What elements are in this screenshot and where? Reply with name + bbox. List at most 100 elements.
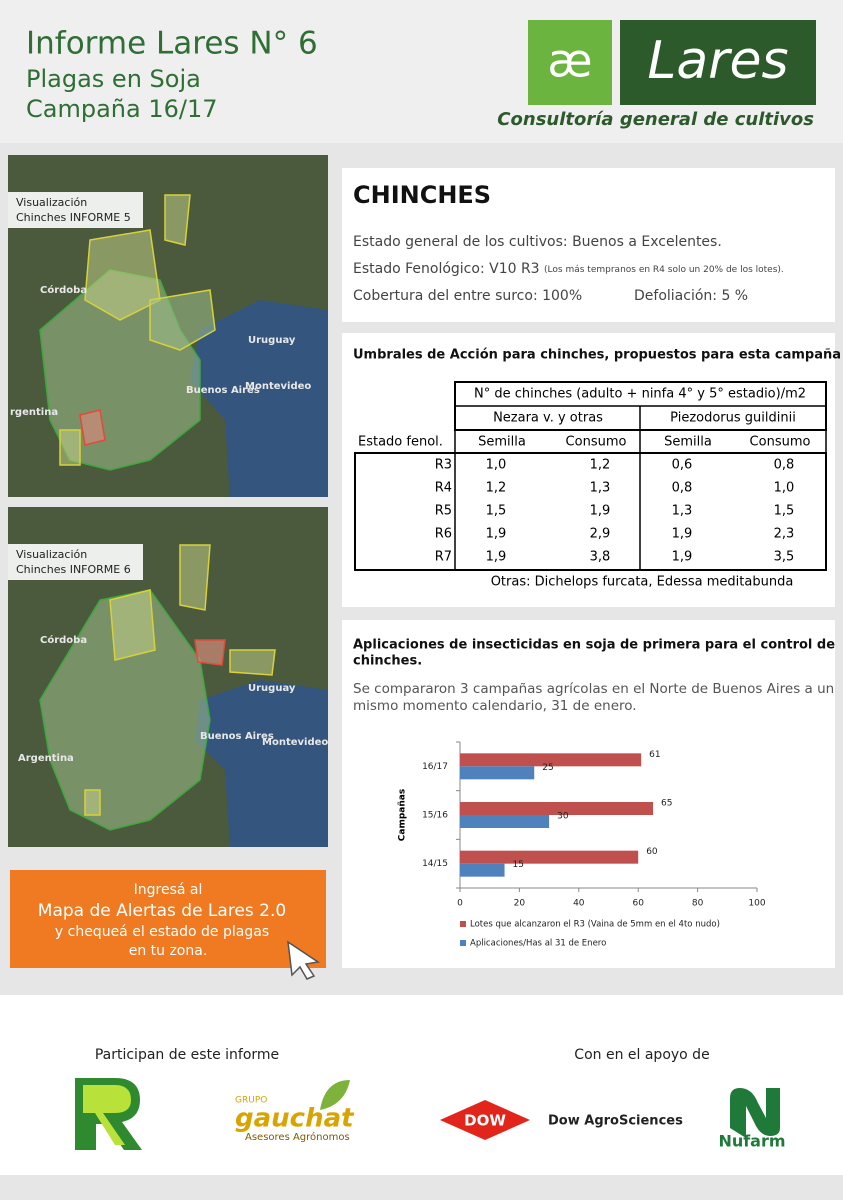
cta-line: Mapa de Alertas de Lares 2.0 xyxy=(38,901,286,921)
table-row-label: R4 xyxy=(435,481,452,496)
logo-text: Nufarm xyxy=(718,1132,785,1151)
panel-title: chinches. xyxy=(353,654,422,669)
data-label: 15 xyxy=(513,860,524,870)
table-cell: 1,2 xyxy=(590,458,611,473)
cta-line: en tu zona. xyxy=(129,943,208,959)
table-border xyxy=(354,452,827,571)
region xyxy=(179,544,211,611)
text: Cobertura del entre surco: 100% xyxy=(353,288,582,304)
text: Estado Fenológico: V10 R3 (Los más tempr… xyxy=(353,261,784,277)
x-tick-label: 100 xyxy=(748,899,765,909)
campaign: Campaña 16/17 xyxy=(26,95,218,123)
leaf-icon xyxy=(320,1080,350,1110)
table-cell: 1,0 xyxy=(486,458,507,473)
table-cell: 2,3 xyxy=(774,527,795,542)
map-label-bg xyxy=(8,544,143,580)
cta-box[interactable] xyxy=(10,870,326,968)
table-row-label: R3 xyxy=(435,458,452,473)
region xyxy=(229,649,276,676)
bar xyxy=(460,766,535,780)
data-label: 65 xyxy=(661,799,672,809)
table-cell: 1,5 xyxy=(486,504,507,519)
subtitle: Plagas en Soja xyxy=(26,65,201,93)
place: Montevideo xyxy=(262,737,328,748)
map-1: Visualización Chinches INFORME 5 Córdoba… xyxy=(8,155,328,497)
category-label: 15/16 xyxy=(422,811,448,821)
bar xyxy=(460,863,505,877)
text: Se compararon 3 campañas agrícolas en el… xyxy=(353,681,834,697)
y-axis-label: Campañas xyxy=(398,789,408,841)
data-label: 25 xyxy=(542,763,553,773)
logo-text: gauchat xyxy=(235,1104,355,1134)
text: Defoliación: 5 % xyxy=(634,288,748,304)
map-2: Visualización Chinches INFORME 6 Córdoba… xyxy=(8,507,328,847)
panel-title: Umbrales de Acción para chinches, propue… xyxy=(353,348,841,363)
map-label: Chinches INFORME 6 xyxy=(16,563,131,576)
bar xyxy=(460,753,642,767)
table-row-label: R6 xyxy=(435,527,452,542)
place: Córdoba xyxy=(40,634,87,646)
data-label: 61 xyxy=(649,750,660,760)
table-cell: 0,6 xyxy=(672,458,693,473)
place: rgentina xyxy=(10,407,58,418)
place: Córdoba xyxy=(40,284,87,296)
place: Buenos Aires xyxy=(186,385,260,396)
table-cell: 2,9 xyxy=(590,527,611,542)
legend-swatch xyxy=(460,940,466,946)
water xyxy=(195,680,328,847)
panel xyxy=(342,333,835,607)
table-cell: 3,5 xyxy=(774,550,795,565)
table-cell: 1,9 xyxy=(672,550,693,565)
table-subheader: Semilla xyxy=(664,435,712,450)
cursor-icon xyxy=(287,940,320,980)
table-group: Nezara v. y otras xyxy=(493,411,603,426)
table-note: Otras: Dichelops furcata, Edessa meditab… xyxy=(491,575,794,590)
table-cell: 1,3 xyxy=(590,481,611,496)
map-label: Visualización xyxy=(16,196,87,209)
water xyxy=(190,300,328,497)
region xyxy=(109,589,156,661)
title: Informe Lares N° 6 xyxy=(26,26,318,62)
table-cell: 1,9 xyxy=(672,527,693,542)
panel xyxy=(342,168,835,322)
place: Buenos Aires xyxy=(200,731,274,742)
data-label: 30 xyxy=(557,812,569,822)
text: Estado general de los cultivos: Buenos a… xyxy=(353,234,722,250)
table-cell: 3,8 xyxy=(590,550,611,565)
x-tick-label: 60 xyxy=(632,899,644,909)
text: Estado Fenológico: V10 R3 xyxy=(353,261,540,277)
place: Uruguay xyxy=(248,683,296,694)
place: Uruguay xyxy=(248,335,296,346)
map-label-bg xyxy=(8,192,143,228)
x-tick-label: 20 xyxy=(514,899,526,909)
footer-text: Participan de este informe xyxy=(95,1047,279,1063)
bottom-strip xyxy=(0,1175,843,1200)
legend-label: Lotes que alcanzaron el R3 (Vaina de 5mm… xyxy=(470,920,720,930)
table: N° de chinches (adulto + ninfa 4° y 5° e… xyxy=(354,381,827,571)
footer-text: Con en el apoyo de xyxy=(574,1047,709,1063)
table-cell: 1,0 xyxy=(774,481,795,496)
text: mismo momento calendario, 31 de enero. xyxy=(353,698,637,714)
x-tick-label: 0 xyxy=(457,899,463,909)
bar xyxy=(460,815,550,828)
table-subheader: Consumo xyxy=(750,435,811,450)
logo-name: Lares xyxy=(647,31,788,91)
table-row-label: R5 xyxy=(435,504,452,519)
x-tick-label: 40 xyxy=(573,899,585,909)
chart: 0 20 40 60 80 100 Campañas 16/17 61 25 15/16 65 30 14… xyxy=(398,741,766,949)
category-label: 14/15 xyxy=(422,859,448,869)
cta-line: Ingresá al xyxy=(134,882,203,898)
section-title: CHINCHES xyxy=(353,181,491,209)
table-row-label: R7 xyxy=(435,550,452,565)
map-label: Chinches INFORME 5 xyxy=(16,211,131,224)
logo-text: Asesores Agrónomos xyxy=(245,1131,350,1143)
r-logo xyxy=(75,1078,142,1150)
table-cell: 1,9 xyxy=(486,527,507,542)
logo-symbol: æ xyxy=(547,34,592,88)
cta[interactable]: Ingresá al Mapa de Alertas de Lares 2.0 … xyxy=(10,870,326,980)
table-cell: 1,3 xyxy=(672,504,693,519)
nufarm-icon xyxy=(730,1088,780,1138)
table-cell: 0,8 xyxy=(774,458,795,473)
data-label: 60 xyxy=(646,847,658,857)
table-cell: 1,5 xyxy=(774,504,795,519)
